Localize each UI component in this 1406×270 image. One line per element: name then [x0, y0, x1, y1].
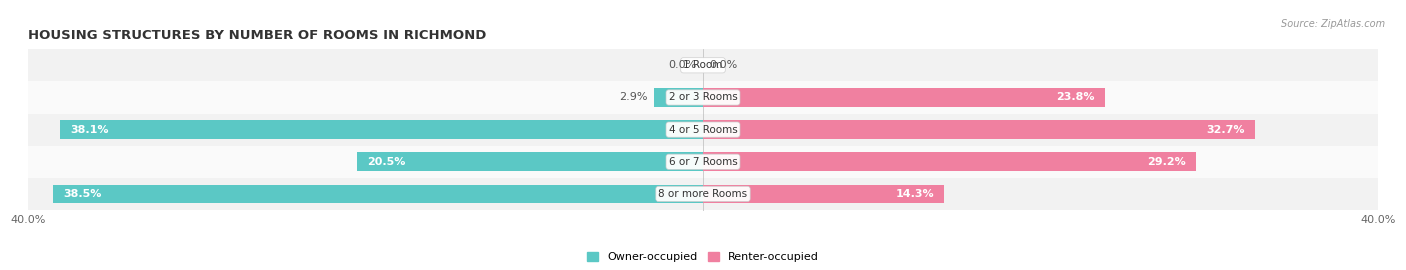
Bar	[28, 146, 1378, 178]
Text: 0.0%: 0.0%	[668, 60, 696, 70]
Bar	[28, 81, 1378, 113]
Bar	[60, 120, 703, 139]
Bar	[357, 153, 703, 171]
Text: 38.1%: 38.1%	[70, 124, 108, 135]
Text: 6 or 7 Rooms: 6 or 7 Rooms	[669, 157, 737, 167]
Bar	[53, 185, 703, 203]
Text: HOUSING STRUCTURES BY NUMBER OF ROOMS IN RICHMOND: HOUSING STRUCTURES BY NUMBER OF ROOMS IN…	[28, 29, 486, 42]
Bar	[28, 49, 1378, 81]
Bar	[703, 185, 945, 203]
Text: 8 or more Rooms: 8 or more Rooms	[658, 189, 748, 199]
Legend: Owner-occupied, Renter-occupied: Owner-occupied, Renter-occupied	[582, 247, 824, 266]
Text: 38.5%: 38.5%	[63, 189, 101, 199]
Bar	[703, 153, 1195, 171]
Text: 29.2%: 29.2%	[1147, 157, 1185, 167]
Bar	[654, 88, 703, 107]
Text: 0.0%: 0.0%	[710, 60, 738, 70]
Bar	[28, 178, 1378, 210]
Text: 14.3%: 14.3%	[896, 189, 934, 199]
Bar	[703, 88, 1105, 107]
Text: 2.9%: 2.9%	[619, 92, 647, 102]
Text: 2 or 3 Rooms: 2 or 3 Rooms	[669, 92, 737, 102]
Text: Source: ZipAtlas.com: Source: ZipAtlas.com	[1281, 19, 1385, 29]
Text: 23.8%: 23.8%	[1056, 92, 1094, 102]
Bar	[28, 113, 1378, 146]
Text: 1 Room: 1 Room	[683, 60, 723, 70]
Text: 20.5%: 20.5%	[367, 157, 405, 167]
Bar	[703, 120, 1254, 139]
Text: 4 or 5 Rooms: 4 or 5 Rooms	[669, 124, 737, 135]
Text: 32.7%: 32.7%	[1206, 124, 1244, 135]
